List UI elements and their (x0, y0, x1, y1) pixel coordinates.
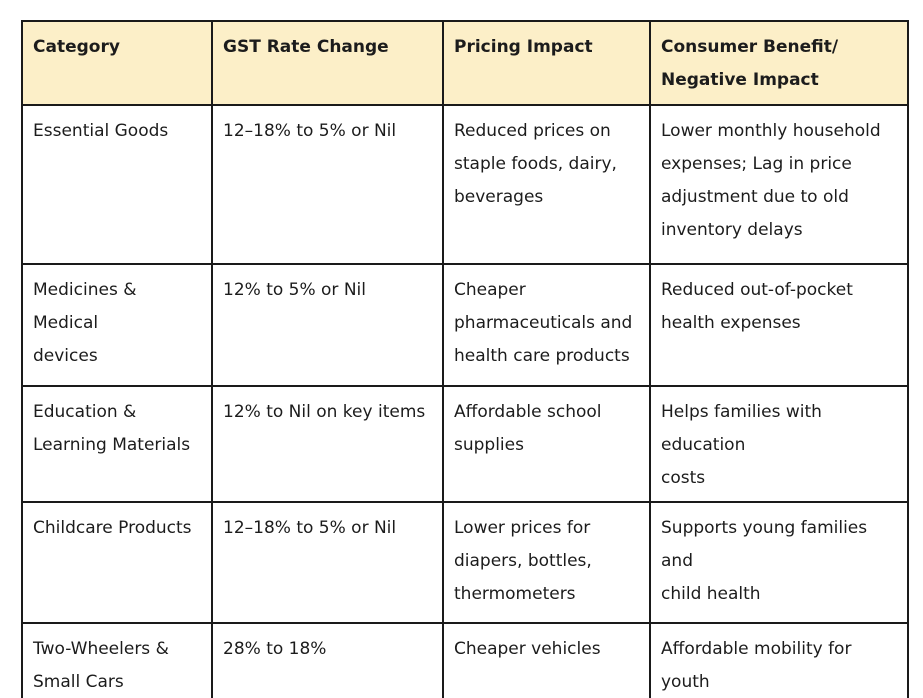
table-cell: Childcare Products (21, 501, 213, 624)
table-cell: 12–18% to 5% or Nil (211, 104, 444, 265)
table-cell: 12% to Nil on key items (211, 385, 444, 503)
table-row-two-wheelers: Two-Wheelers & Small Cars 28% to 18% Che… (21, 622, 909, 698)
table-row-childcare: Childcare Products 12–18% to 5% or Nil L… (21, 501, 909, 624)
table-cell: Helps families with education costs (649, 385, 909, 503)
table-cell: Cheaper pharmaceuticals and health care … (442, 263, 651, 387)
table-cell: Cheaper vehicles (442, 622, 651, 698)
table-cell: 12% to 5% or Nil (211, 263, 444, 387)
table-row-education: Education & Learning Materials 12% to Ni… (21, 385, 909, 503)
column-header-gst-rate-change: GST Rate Change (211, 20, 444, 106)
table-cell: Medicines & Medical devices (21, 263, 213, 387)
table-cell: Lower prices for diapers, bottles, therm… (442, 501, 651, 624)
table-cell: Education & Learning Materials (21, 385, 213, 503)
table-row-essential-goods: Essential Goods 12–18% to 5% or Nil Redu… (21, 104, 909, 265)
column-header-pricing-impact: Pricing Impact (442, 20, 651, 106)
table-cell: Affordable school supplies (442, 385, 651, 503)
table-cell: Supports young families and child health (649, 501, 909, 624)
table-cell: Two-Wheelers & Small Cars (21, 622, 213, 698)
column-header-category: Category (21, 20, 213, 106)
table-cell: Lower monthly household expenses; Lag in… (649, 104, 909, 265)
gst-impact-table: Category GST Rate Change Pricing Impact … (21, 20, 909, 698)
table-cell: 12–18% to 5% or Nil (211, 501, 444, 624)
table-cell: Reduced prices on staple foods, dairy, b… (442, 104, 651, 265)
column-header-consumer-benefit: Consumer Benefit/ Negative Impact (649, 20, 909, 106)
table-cell: 28% to 18% (211, 622, 444, 698)
table-row-medicines: Medicines & Medical devices 12% to 5% or… (21, 263, 909, 387)
header-row: Category GST Rate Change Pricing Impact … (21, 20, 909, 106)
table-cell: Reduced out-of-pocket health expenses (649, 263, 909, 387)
table-cell: Affordable mobility for youth and workin… (649, 622, 909, 698)
table-cell: Essential Goods (21, 104, 213, 265)
